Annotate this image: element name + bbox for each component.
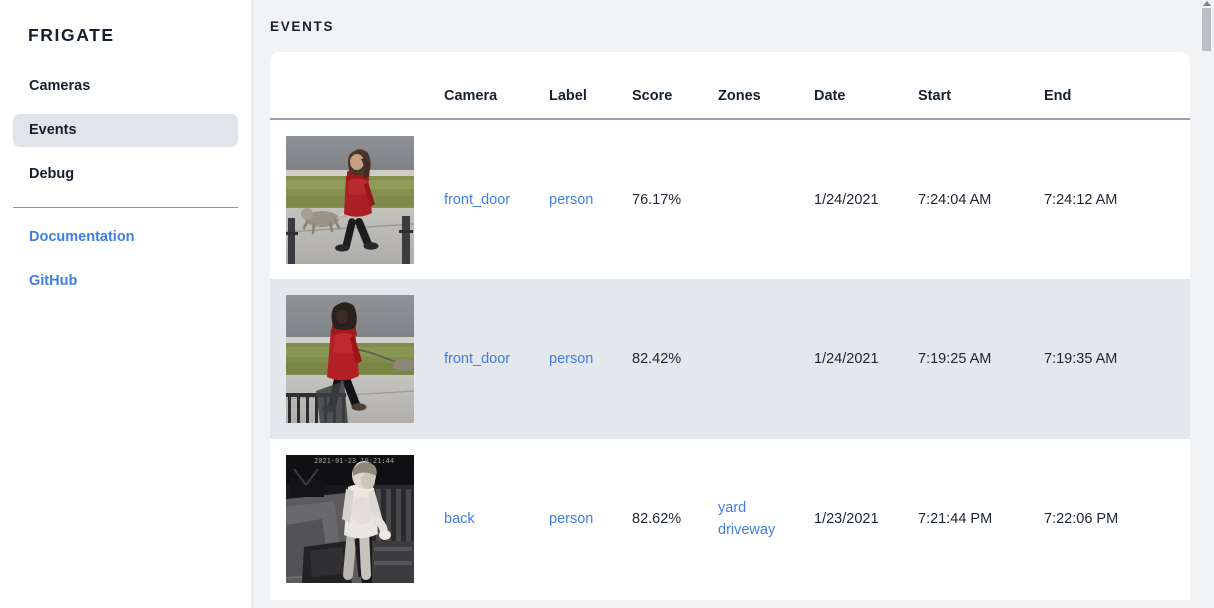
thumbnail-image-2 bbox=[286, 295, 414, 423]
column-header-thumbnail[interactable] bbox=[270, 52, 444, 120]
event-camera-cell: front_door bbox=[444, 279, 549, 439]
event-score-cell: 76.17% bbox=[632, 191, 682, 208]
event-end-cell: 7:24:12 AM bbox=[1044, 191, 1118, 208]
event-camera-cell: front_door bbox=[444, 119, 549, 279]
event-label-link[interactable]: person bbox=[549, 191, 594, 208]
sidebar: FRIGATE Cameras Events Debug Documentati… bbox=[0, 0, 251, 608]
event-camera-link[interactable]: front_door bbox=[444, 351, 511, 367]
events-table-body: front_door person 76.17% 1/24/2021 7:24:… bbox=[270, 119, 1190, 599]
event-date-cell: 1/24/2021 bbox=[814, 191, 879, 208]
event-label-cell: person bbox=[549, 439, 632, 599]
page-scrollbar[interactable] bbox=[1199, 0, 1214, 608]
table-row[interactable]: front_door person 76.17% 1/24/2021 7:24:… bbox=[270, 119, 1190, 279]
column-header-date[interactable]: Date bbox=[814, 52, 918, 120]
events-table: Camera Label Score Zones Date Start End bbox=[270, 52, 1190, 599]
event-zone-driveway[interactable]: driveway bbox=[718, 522, 776, 538]
scrollbar-thumb[interactable] bbox=[1202, 8, 1211, 51]
table-header-row: Camera Label Score Zones Date Start End bbox=[270, 52, 1190, 120]
svg-text:2021-01-23 19:21:44: 2021-01-23 19:21:44 bbox=[314, 457, 394, 465]
event-label-link[interactable]: person bbox=[549, 511, 594, 527]
event-thumbnail-cell: 2021-01-23 19:21:44 bbox=[270, 439, 444, 599]
column-header-score[interactable]: Score bbox=[632, 52, 718, 120]
main-content: EVENTS Camera Label Score Zones Date Sta… bbox=[251, 0, 1214, 608]
event-zones-cell: yard driveway bbox=[718, 439, 814, 599]
sidebar-link-documentation[interactable]: Documentation bbox=[29, 229, 135, 245]
sidebar-nav: Cameras Events Debug bbox=[0, 70, 251, 191]
page-title: EVENTS bbox=[270, 19, 335, 34]
event-thumbnail-cell bbox=[270, 119, 444, 279]
events-table-head: Camera Label Score Zones Date Start End bbox=[270, 52, 1190, 120]
app-brand-title: FRIGATE bbox=[28, 25, 115, 45]
event-label-cell: person bbox=[549, 119, 632, 279]
column-header-camera[interactable]: Camera bbox=[444, 52, 549, 120]
column-header-label[interactable]: Label bbox=[549, 52, 632, 120]
event-thumbnail-cell bbox=[270, 279, 444, 439]
event-score-cell: 82.62% bbox=[632, 511, 682, 527]
events-card: Camera Label Score Zones Date Start End bbox=[270, 52, 1190, 600]
event-camera-cell: back bbox=[444, 439, 549, 599]
event-score-cell: 82.42% bbox=[632, 351, 682, 367]
table-row[interactable]: front_door person 82.42% 1/24/2021 7:19:… bbox=[270, 279, 1190, 439]
column-header-end[interactable]: End bbox=[1044, 52, 1190, 120]
sidebar-external-links: Documentation GitHub bbox=[0, 222, 251, 296]
event-zones-cell bbox=[718, 279, 814, 439]
column-header-zones[interactable]: Zones bbox=[718, 52, 814, 120]
event-end-cell: 7:19:35 AM bbox=[1044, 351, 1118, 367]
thumbnail-image-1 bbox=[286, 135, 414, 264]
event-label-link[interactable]: person bbox=[549, 351, 594, 367]
event-thumbnail-person-night-infrared[interactable]: 2021-01-23 19:21:44 bbox=[286, 455, 414, 583]
column-header-start[interactable]: Start bbox=[918, 52, 1044, 120]
event-start-cell: 7:24:04 AM bbox=[918, 191, 992, 208]
sidebar-divider bbox=[13, 207, 238, 208]
event-date-cell: 1/23/2021 bbox=[814, 511, 879, 527]
event-date-cell: 1/24/2021 bbox=[814, 351, 879, 367]
sidebar-item-events[interactable]: Events bbox=[13, 114, 238, 147]
event-camera-link[interactable]: front_door bbox=[444, 191, 511, 208]
event-thumbnail-person-dog-daytime[interactable] bbox=[286, 135, 414, 264]
event-label-cell: person bbox=[549, 279, 632, 439]
event-thumbnail-person-red-coat-daytime[interactable] bbox=[286, 295, 414, 423]
sidebar-item-debug[interactable]: Debug bbox=[29, 166, 75, 182]
sidebar-item-cameras[interactable]: Cameras bbox=[29, 78, 91, 94]
event-zones-cell bbox=[718, 119, 814, 279]
sidebar-link-github[interactable]: GitHub bbox=[29, 273, 78, 289]
event-zone-yard[interactable]: yard bbox=[718, 500, 747, 516]
event-start-cell: 7:19:25 AM bbox=[918, 351, 992, 367]
scroll-up-arrow-icon[interactable] bbox=[1203, 1, 1211, 6]
thumbnail-image-3: 2021-01-23 19:21:44 bbox=[286, 455, 414, 583]
table-row[interactable]: 2021-01-23 19:21:44 back person 82.62% bbox=[270, 439, 1190, 599]
event-end-cell: 7:22:06 PM bbox=[1044, 511, 1119, 527]
event-start-cell: 7:21:44 PM bbox=[918, 511, 993, 527]
event-camera-link[interactable]: back bbox=[444, 511, 475, 527]
